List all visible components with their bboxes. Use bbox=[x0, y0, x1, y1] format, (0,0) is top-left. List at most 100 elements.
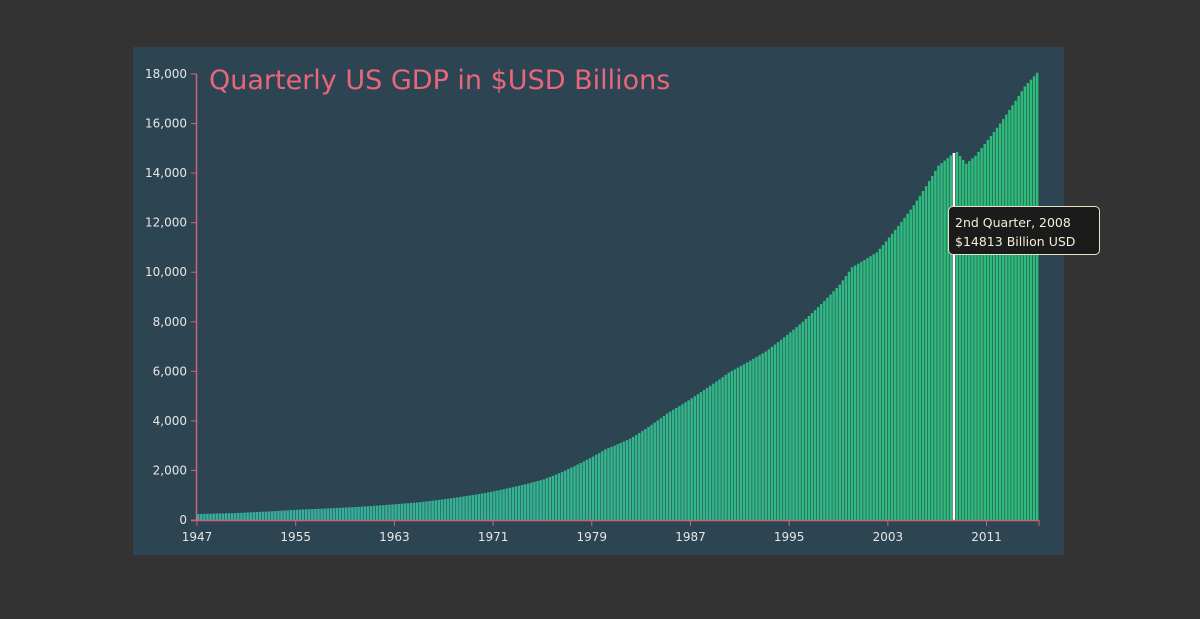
bar[interactable] bbox=[730, 370, 734, 520]
bar[interactable] bbox=[591, 456, 595, 520]
bar[interactable] bbox=[523, 484, 527, 520]
bar[interactable] bbox=[437, 499, 441, 520]
bar[interactable] bbox=[468, 495, 471, 520]
bar[interactable] bbox=[792, 329, 795, 520]
bar[interactable] bbox=[548, 477, 552, 520]
bar[interactable] bbox=[234, 513, 237, 520]
bar[interactable] bbox=[474, 494, 478, 520]
bar[interactable] bbox=[452, 497, 456, 520]
bar[interactable] bbox=[656, 420, 660, 520]
bar[interactable] bbox=[409, 502, 413, 520]
bar[interactable] bbox=[240, 512, 243, 520]
bar[interactable] bbox=[890, 233, 894, 520]
bar[interactable] bbox=[678, 406, 681, 520]
bar[interactable] bbox=[320, 508, 323, 520]
bar[interactable] bbox=[505, 488, 508, 520]
bar[interactable] bbox=[622, 441, 626, 520]
bar[interactable] bbox=[705, 387, 709, 520]
bar[interactable] bbox=[354, 507, 357, 520]
bar[interactable] bbox=[767, 349, 771, 520]
bar[interactable] bbox=[227, 513, 231, 520]
bar[interactable] bbox=[638, 433, 641, 520]
bar[interactable] bbox=[206, 513, 209, 520]
bar[interactable] bbox=[348, 507, 351, 520]
bar[interactable] bbox=[573, 466, 576, 520]
bar[interactable] bbox=[992, 131, 996, 520]
highlighted-bar[interactable] bbox=[952, 152, 956, 520]
bar[interactable] bbox=[304, 509, 308, 520]
bar[interactable] bbox=[385, 504, 388, 520]
bar[interactable] bbox=[332, 508, 336, 520]
bar[interactable] bbox=[298, 509, 302, 520]
bar[interactable] bbox=[530, 482, 533, 520]
bar[interactable] bbox=[752, 358, 755, 520]
bar[interactable] bbox=[665, 413, 669, 520]
bar[interactable] bbox=[804, 318, 808, 520]
bar[interactable] bbox=[927, 181, 931, 520]
bar[interactable] bbox=[641, 431, 644, 520]
bar[interactable] bbox=[801, 321, 804, 520]
bar[interactable] bbox=[425, 501, 428, 520]
bar[interactable] bbox=[915, 200, 919, 520]
bar[interactable] bbox=[314, 508, 317, 520]
bar[interactable] bbox=[372, 505, 376, 520]
bar[interactable] bbox=[860, 261, 863, 520]
bar[interactable] bbox=[949, 155, 953, 520]
bar[interactable] bbox=[335, 507, 339, 520]
bar[interactable] bbox=[511, 487, 515, 520]
bar[interactable] bbox=[597, 453, 601, 520]
bar[interactable] bbox=[613, 445, 616, 520]
bar[interactable] bbox=[434, 500, 437, 520]
bar[interactable] bbox=[878, 248, 882, 520]
bar[interactable] bbox=[218, 513, 222, 520]
bar[interactable] bbox=[826, 297, 829, 520]
bar[interactable] bbox=[326, 508, 330, 520]
bar[interactable] bbox=[779, 339, 783, 520]
bar[interactable] bbox=[542, 479, 545, 520]
bar[interactable] bbox=[724, 374, 727, 520]
bar[interactable] bbox=[221, 513, 225, 520]
bar[interactable] bbox=[209, 513, 212, 520]
bar[interactable] bbox=[267, 511, 271, 520]
bar[interactable] bbox=[647, 426, 650, 520]
bar[interactable] bbox=[863, 259, 866, 520]
bar[interactable] bbox=[943, 160, 946, 520]
bar[interactable] bbox=[490, 491, 493, 520]
bar[interactable] bbox=[918, 195, 922, 520]
bar[interactable] bbox=[502, 489, 505, 520]
bar[interactable] bbox=[696, 394, 700, 520]
bar[interactable] bbox=[551, 475, 555, 520]
bar[interactable] bbox=[419, 502, 422, 520]
bar[interactable] bbox=[1017, 96, 1020, 520]
bar[interactable] bbox=[980, 147, 983, 520]
bar[interactable] bbox=[625, 440, 629, 520]
bar[interactable] bbox=[971, 158, 974, 520]
bar[interactable] bbox=[931, 176, 934, 520]
bar[interactable] bbox=[545, 478, 548, 520]
bar[interactable] bbox=[292, 509, 296, 520]
bar[interactable] bbox=[712, 383, 715, 520]
bar[interactable] bbox=[690, 398, 693, 520]
bar[interactable] bbox=[394, 504, 397, 520]
bar[interactable] bbox=[477, 494, 481, 520]
bar[interactable] bbox=[872, 254, 875, 520]
bar[interactable] bbox=[570, 467, 573, 520]
bar[interactable] bbox=[906, 213, 909, 520]
bar[interactable] bbox=[252, 512, 255, 520]
bar[interactable] bbox=[329, 508, 333, 520]
bar[interactable] bbox=[462, 496, 465, 520]
bar[interactable] bbox=[968, 161, 971, 520]
bar[interactable] bbox=[493, 491, 496, 520]
bar[interactable] bbox=[576, 464, 579, 520]
bar[interactable] bbox=[308, 509, 311, 520]
bar[interactable] bbox=[246, 512, 249, 520]
bar[interactable] bbox=[585, 459, 589, 520]
bar[interactable] bbox=[832, 291, 835, 520]
bar[interactable] bbox=[200, 513, 203, 520]
bar[interactable] bbox=[471, 495, 474, 520]
bar[interactable] bbox=[607, 448, 610, 520]
bar[interactable] bbox=[841, 280, 845, 520]
bar[interactable] bbox=[403, 503, 407, 520]
bar[interactable] bbox=[520, 485, 524, 520]
bar[interactable] bbox=[894, 229, 897, 520]
